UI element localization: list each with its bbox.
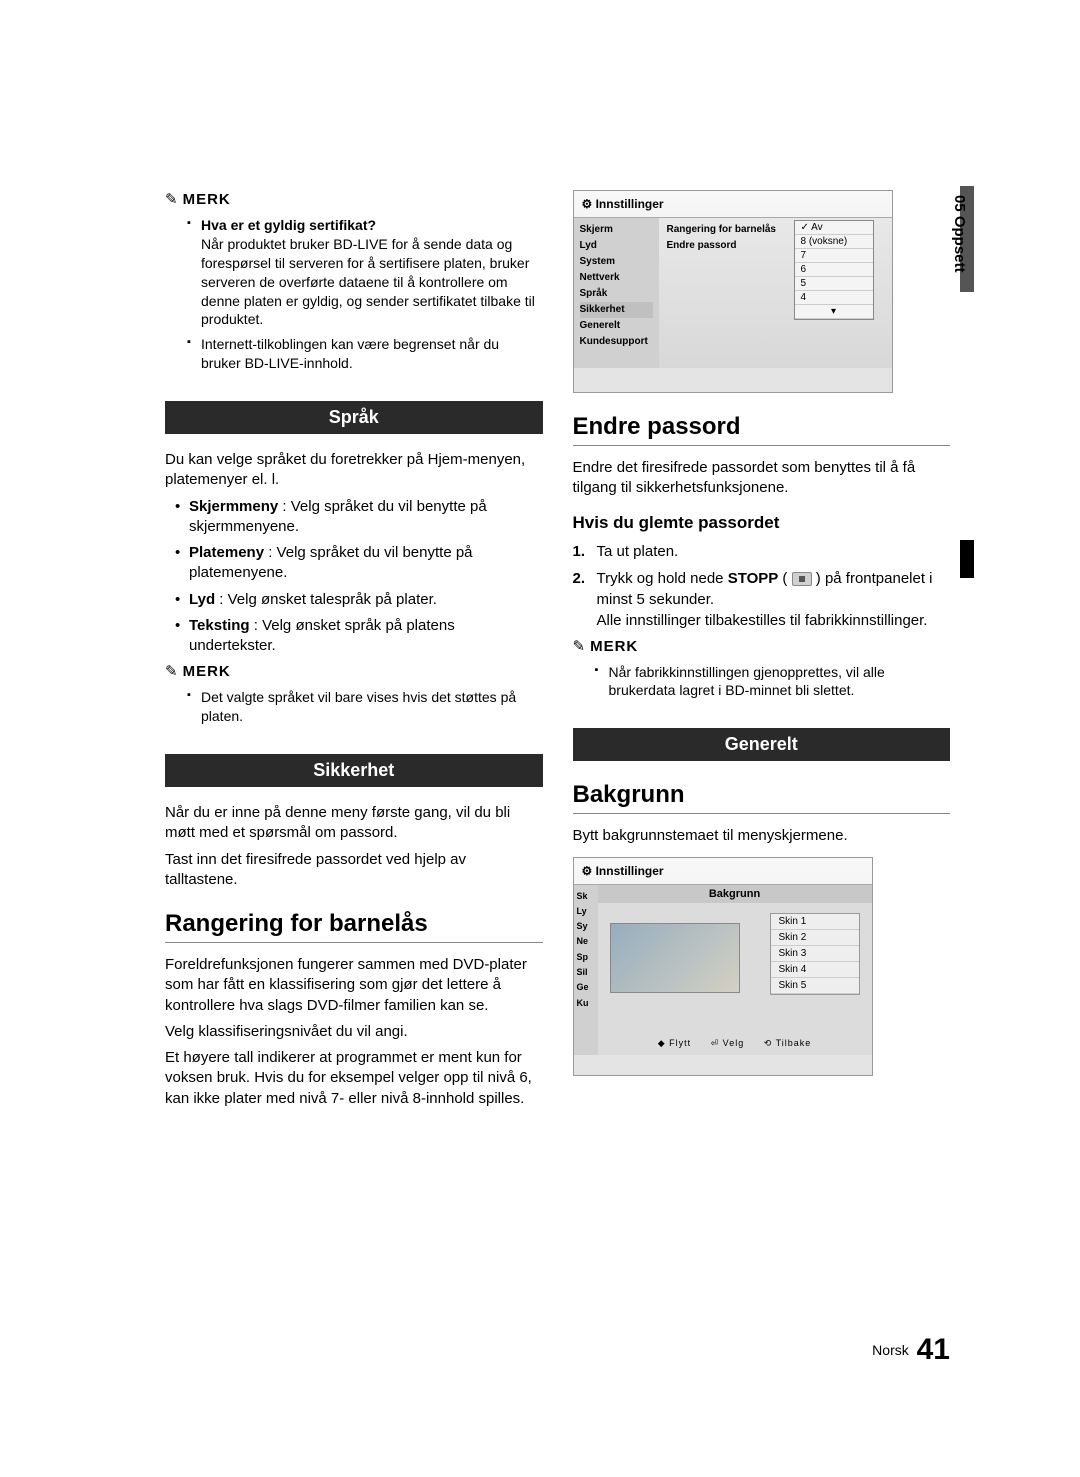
bak-sidebar-item: Ne: [577, 934, 595, 949]
note-heading: MERK: [165, 190, 543, 208]
paragraph: Velg klassifiseringsnivået du vil angi.: [165, 1022, 543, 1042]
nav-hints: ◆ Flytt ⏎ Velg ⟲ Tilbake: [598, 1038, 872, 1049]
bak-sidebar-item: Ku: [577, 996, 595, 1011]
rating-dropdown: Av8 (voksne)7654▾: [794, 220, 874, 320]
skin-list-item: Skin 4: [771, 962, 859, 978]
bak-sidebar-item: Sy: [577, 919, 595, 934]
heading-endre-passord: Endre passord: [573, 413, 951, 441]
list-item: Skjermmeny : Velg språket du vil benytte…: [165, 497, 543, 538]
dropdown-option: 4: [795, 291, 873, 305]
paragraph: Når du er inne på denne meny første gang…: [165, 803, 543, 844]
settings-sidebar-item: Sikkerhet: [580, 302, 653, 318]
paragraph: Endre det firesifrede passordet som beny…: [573, 458, 951, 499]
note-heading: MERK: [165, 662, 543, 680]
skin-list-item: Skin 2: [771, 930, 859, 946]
note-item-title: Hva er et gyldig sertifikat?: [201, 217, 376, 233]
bak-sidebar-item: Sil: [577, 965, 595, 980]
settings-sidebar-item: Kundesupport: [580, 334, 653, 350]
settings-title: Innstillinger: [574, 858, 872, 885]
dropdown-option: 7: [795, 249, 873, 263]
settings-footer: [574, 368, 892, 392]
settings-sidebar-item: Skjerm: [580, 222, 653, 238]
note-heading: MERK: [573, 637, 951, 655]
paragraph: Tast inn det firesifrede passordet ved h…: [165, 850, 543, 891]
skin-list-item: Skin 3: [771, 946, 859, 962]
settings-sidebar-item: Nettverk: [580, 270, 653, 286]
heading-rule: [573, 813, 951, 814]
page-columns: MERK Hva er et gyldig sertifikat? Når pr…: [165, 190, 950, 1115]
paragraph: Et høyere tall indikerer at programmet e…: [165, 1048, 543, 1109]
page-footer: Norsk 41: [872, 1333, 950, 1367]
settings-screenshot: Innstillinger SkjermLydSystemNettverkSpr…: [573, 190, 893, 393]
note-item: Når fabrikkinnstillingen gjenopprettes, …: [573, 663, 951, 701]
settings-main: Rangering for barnelås Endre passord Av8…: [659, 218, 892, 368]
paragraph: Du kan velge språket du foretrekker på H…: [165, 450, 543, 491]
hint-select: ⏎ Velg: [711, 1038, 745, 1048]
bak-sidebar: SkLySyNeSpSilGeKu: [574, 885, 598, 1055]
dropdown-option: 8 (voksne): [795, 235, 873, 249]
step-item: 2.Trykk og hold nede STOPP ( ) på frontp…: [573, 568, 951, 631]
right-column: Innstillinger SkjermLydSystemNettverkSpr…: [573, 190, 951, 1115]
left-column: MERK Hva er et gyldig sertifikat? Når pr…: [165, 190, 543, 1115]
settings-sidebar: SkjermLydSystemNettverkSpråkSikkerhetGen…: [574, 218, 659, 368]
note-item: Hva er et gyldig sertifikat? Når produkt…: [165, 216, 543, 329]
subheading-glemt-passord: Hvis du glemte passordet: [573, 513, 951, 533]
section-bar-generelt: Generelt: [573, 728, 951, 761]
heading-rule: [165, 942, 543, 943]
dropdown-option: 5: [795, 277, 873, 291]
heading-rule: [573, 445, 951, 446]
step-item: 1.Ta ut platen.: [573, 541, 951, 562]
skin-list-item: Skin 1: [771, 914, 859, 930]
bak-sidebar-item: Ge: [577, 980, 595, 995]
chapter-side-tab: 05 Oppsett: [951, 195, 968, 273]
settings-sidebar-item: Lyd: [580, 238, 653, 254]
list-item: Teksting : Velg ønsket språk på platens …: [165, 616, 543, 657]
section-bar-sikkerhet: Sikkerhet: [165, 754, 543, 787]
thumb-index-current: [960, 540, 974, 578]
bak-main: Bakgrunn Skin 1Skin 2Skin 3Skin 4Skin 5 …: [598, 885, 872, 1055]
dropdown-option: Av: [795, 221, 873, 235]
stop-icon: [792, 572, 812, 586]
note-item-text: Når produktet bruker BD-LIVE for å sende…: [201, 236, 535, 328]
list-item: Lyd : Velg ønsket talespråk på plater.: [165, 590, 543, 610]
dropdown-more-icon: ▾: [795, 305, 873, 319]
bak-sidebar-item: Sp: [577, 950, 595, 965]
skin-list-item: Skin 5: [771, 978, 859, 994]
page-number: 41: [917, 1333, 950, 1366]
bak-sidebar-item: Ly: [577, 904, 595, 919]
dropdown-option: 6: [795, 263, 873, 277]
bak-sidebar-item: Sk: [577, 889, 595, 904]
settings-sidebar-item: Generelt: [580, 318, 653, 334]
note-item-text: Internett-tilkoblingen kan være begrense…: [201, 336, 499, 371]
note-item: Internett-tilkoblingen kan være begrense…: [165, 335, 543, 373]
note-item: Det valgte språket vil bare vises hvis d…: [165, 688, 543, 726]
paragraph: Bytt bakgrunnstemaet til menyskjermene.: [573, 826, 951, 846]
hint-move: ◆ Flytt: [658, 1038, 691, 1048]
heading-rangering: Rangering for barnelås: [165, 910, 543, 938]
settings-title: Innstillinger: [574, 191, 892, 218]
bak-header: Bakgrunn: [598, 885, 872, 903]
list-item: Platemeny : Velg språket du vil benytte …: [165, 543, 543, 584]
section-bar-sprak: Språk: [165, 401, 543, 434]
bak-footer: [574, 1055, 872, 1075]
paragraph: Foreldrefunksjonen fungerer sammen med D…: [165, 955, 543, 1016]
heading-bakgrunn: Bakgrunn: [573, 781, 951, 809]
footer-language: Norsk: [872, 1342, 909, 1358]
skin-list: Skin 1Skin 2Skin 3Skin 4Skin 5: [770, 913, 860, 995]
background-screenshot: Innstillinger SkLySyNeSpSilGeKu Bakgrunn…: [573, 857, 873, 1076]
skin-preview: [610, 923, 740, 993]
settings-sidebar-item: Språk: [580, 286, 653, 302]
hint-back: ⟲ Tilbake: [764, 1038, 812, 1048]
settings-sidebar-item: System: [580, 254, 653, 270]
